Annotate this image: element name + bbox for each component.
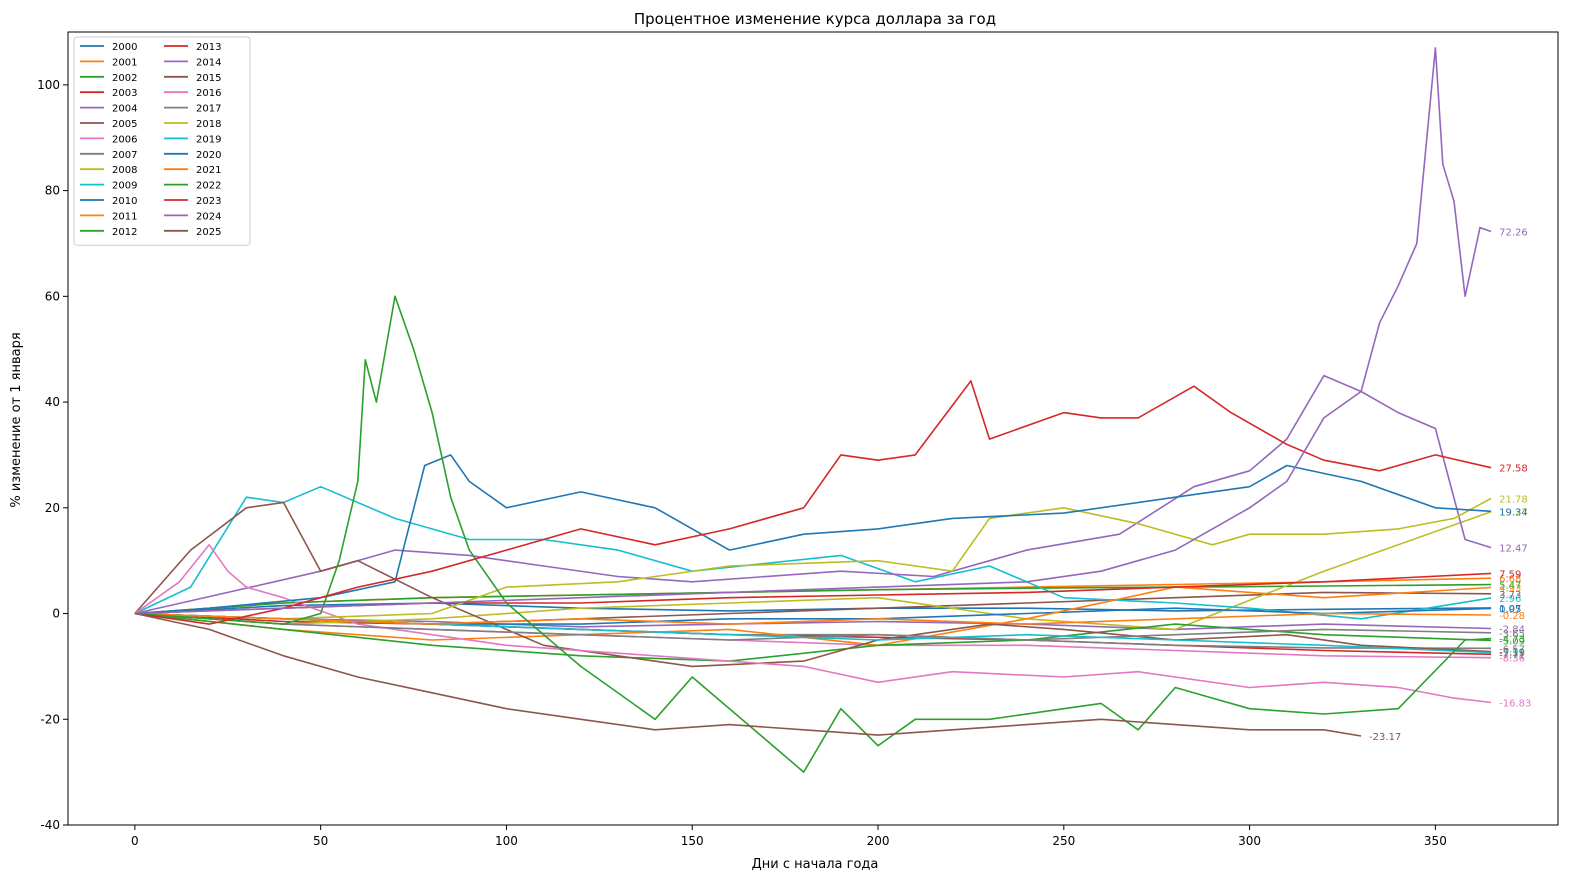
legend-label-2025: 2025 <box>196 227 221 238</box>
legend-label-2008: 2008 <box>112 165 137 176</box>
legend-label-2012: 2012 <box>112 227 137 238</box>
legend-label-2005: 2005 <box>112 119 137 130</box>
legend-label-2000: 2000 <box>112 42 137 53</box>
series-line-2004 <box>134 612 1492 631</box>
legend-label-2022: 2022 <box>196 181 221 192</box>
end-label-2001: 6.68 <box>1499 574 1521 585</box>
legend-label-2019: 2019 <box>196 134 221 145</box>
series-line-2020 <box>134 454 1492 615</box>
series-line-2025 <box>134 612 1362 737</box>
x-tick-label: 50 <box>313 834 328 848</box>
end-label-2025: -23.17 <box>1369 732 1401 743</box>
legend-label-2009: 2009 <box>112 181 137 192</box>
end-label-2017: -3.65 <box>1499 629 1525 640</box>
end-label-2014: 12.47 <box>1499 544 1528 555</box>
legend-label-2010: 2010 <box>112 196 137 207</box>
series-line-2002 <box>134 583 1492 615</box>
legend-label-2015: 2015 <box>196 73 221 84</box>
y-tick-label: 0 <box>52 607 60 621</box>
end-label-2008: 19.27 <box>1499 508 1528 519</box>
y-tick-label: -20 <box>40 712 60 726</box>
end-label-2006: -8.36 <box>1499 654 1525 665</box>
x-tick-label: 0 <box>131 834 139 848</box>
chart-title: Процентное изменение курса доллара за го… <box>634 10 996 28</box>
legend-label-2002: 2002 <box>112 73 137 84</box>
x-tick-label: 350 <box>1424 834 1447 848</box>
x-tick-label: 150 <box>681 834 704 848</box>
legend-label-2007: 2007 <box>112 150 137 161</box>
end-label-2019: -7.39 <box>1499 649 1525 660</box>
y-tick-label: 80 <box>45 184 60 198</box>
series-line-2021 <box>134 612 1492 625</box>
legend-label-2014: 2014 <box>196 57 221 68</box>
series-line-2024 <box>134 47 1492 615</box>
legend-label-2004: 2004 <box>112 104 137 115</box>
series-line-2022 <box>134 295 1492 773</box>
end-label-2020: 19.34 <box>1499 507 1528 518</box>
y-tick-label: 60 <box>45 289 60 303</box>
y-tick-label: 20 <box>45 501 60 515</box>
end-label-2000: 1.07 <box>1499 604 1521 615</box>
x-tick-label: 300 <box>1238 834 1261 848</box>
series-line-2014 <box>134 374 1492 615</box>
x-tick-label: 250 <box>1052 834 1075 848</box>
end-label-2021: -0.28 <box>1499 611 1525 622</box>
x-tick-label: 100 <box>495 834 518 848</box>
end-label-2011: 4.93 <box>1499 583 1521 594</box>
legend-label-2013: 2013 <box>196 42 221 53</box>
legend-label-2020: 2020 <box>196 150 221 161</box>
end-label-2004: -2.84 <box>1499 625 1525 636</box>
series-line-2012 <box>134 612 1492 662</box>
end-label-2023: 27.58 <box>1499 464 1528 475</box>
end-label-2010: 0.95 <box>1499 605 1521 616</box>
end-label-2002: 5.47 <box>1499 581 1521 592</box>
legend-label-2021: 2021 <box>196 165 221 176</box>
end-label-2012: -5.09 <box>1499 636 1525 647</box>
end-label-2013: 7.59 <box>1499 569 1521 580</box>
end-label-2005: 3.73 <box>1499 590 1521 601</box>
legend-label-2001: 2001 <box>112 57 137 68</box>
end-label-2024: 72.26 <box>1499 228 1528 239</box>
legend-label-2016: 2016 <box>196 88 221 99</box>
plot-area: 1.07 6.685.47 -7.71 -2.84 3.73 -8.36-6.57 19.2… <box>37 31 1559 848</box>
legend-label-2024: 2024 <box>196 211 221 222</box>
series-line-2023 <box>134 380 1492 625</box>
end-label-2022: -4.73 <box>1499 635 1525 646</box>
end-label-2015: -7.19 <box>1499 648 1525 659</box>
legend-box <box>73 36 251 246</box>
end-label-2016: -16.83 <box>1499 699 1531 710</box>
y-tick-label: 40 <box>45 395 60 409</box>
end-label-2003: -7.71 <box>1499 650 1525 661</box>
legend-label-2023: 2023 <box>196 196 221 207</box>
legend-label-2011: 2011 <box>112 211 137 222</box>
end-label-2018: 21.78 <box>1499 494 1528 505</box>
end-label-2009: 2.96 <box>1499 594 1521 605</box>
legend-label-2003: 2003 <box>112 88 137 99</box>
series-line-2009 <box>134 485 1492 620</box>
series-line-2003 <box>134 612 1492 656</box>
series-line-2018 <box>134 497 1492 620</box>
x-tick-label: 200 <box>867 834 890 848</box>
y-axis-label: % изменение от 1 января <box>9 332 24 507</box>
plot-frame <box>67 31 1559 826</box>
series-line-2015 <box>134 501 1492 668</box>
x-axis-label: Дни с начала года <box>752 857 879 872</box>
legend-label-2006: 2006 <box>112 134 137 145</box>
legend-label-2018: 2018 <box>196 119 221 130</box>
y-tick-label: 100 <box>37 78 60 92</box>
y-tick-label: -40 <box>40 818 60 832</box>
end-label-2007: -6.57 <box>1499 644 1525 655</box>
series-line-2016 <box>134 544 1492 704</box>
legend-label-2017: 2017 <box>196 104 221 115</box>
